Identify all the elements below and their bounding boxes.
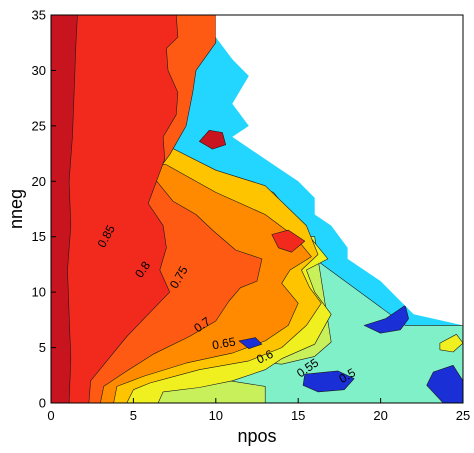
y-tick-label: 20	[32, 174, 46, 189]
x-tick-label: 10	[209, 408, 223, 423]
contour-band-0_45	[426, 364, 463, 403]
x-tick-label: 5	[130, 408, 137, 423]
plot-frame	[50, 14, 464, 404]
contour-band-0_65	[439, 333, 463, 353]
contour-band-0_9	[51, 15, 78, 403]
y-tick-label: 15	[32, 229, 46, 244]
y-tick-label: 10	[32, 285, 46, 300]
contour-band-0_85	[271, 229, 306, 253]
contour-band-0_45	[238, 337, 263, 350]
contour-band-0_45	[363, 305, 409, 334]
x-axis-label: npos	[237, 426, 276, 446]
undefined-region	[215, 15, 463, 326]
y-tick-label: 5	[39, 340, 46, 355]
y-tick-label: 0	[39, 396, 46, 411]
y-tick-label: 25	[32, 118, 46, 133]
contour-band-0_45	[302, 370, 355, 393]
y-tick-label: 30	[32, 63, 46, 78]
x-tick-label: 15	[291, 408, 305, 423]
x-axis-ticks: 0 5 10 15 20 25	[47, 398, 470, 423]
x-tick-label: 20	[373, 408, 387, 423]
contour-label: 0.65	[211, 334, 237, 352]
x-tick-label: 25	[456, 408, 470, 423]
contour-band-0_85	[51, 15, 179, 403]
contour-label: 0.6	[254, 347, 275, 367]
x-tick-label: 0	[47, 408, 54, 423]
contour-band-0_9	[199, 130, 226, 150]
y-tick-label: 35	[32, 8, 46, 23]
y-axis-ticks: 0 5 10 15 20 25 30 35	[32, 8, 56, 411]
y-axis-label: nneg	[6, 189, 26, 229]
